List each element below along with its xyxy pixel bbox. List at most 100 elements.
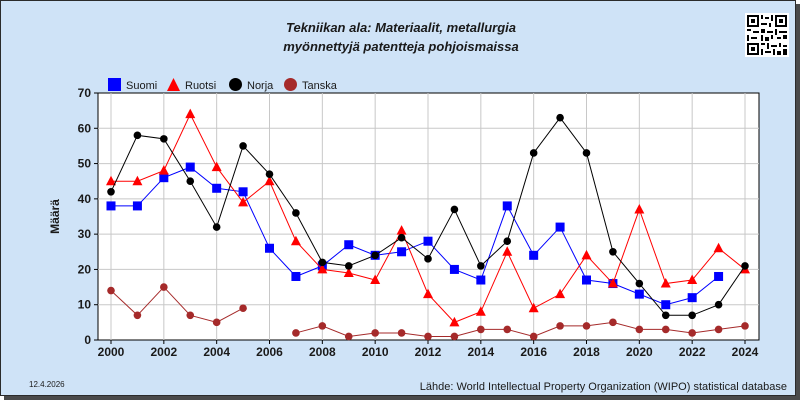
y-tick-label: 10 — [78, 298, 92, 312]
data-point-tanska — [714, 325, 723, 334]
data-point-tanska — [371, 329, 379, 337]
legend: Suomi Ruotsi Norja Tanska — [108, 78, 338, 92]
legend-label-suomi: Suomi — [126, 80, 157, 92]
data-point-tanska — [107, 286, 115, 295]
data-point-norja — [212, 223, 221, 231]
series-ruotsi — [106, 108, 750, 327]
x-tick-label: 2018 — [573, 345, 600, 359]
x-tick-label: 2004 — [203, 345, 230, 359]
y-tick-label: 30 — [78, 227, 92, 241]
data-point-norja — [503, 237, 512, 245]
data-point-ruotsi — [238, 196, 249, 207]
date-stamp: 12.4.2026 — [29, 380, 65, 389]
data-point-norja — [529, 149, 538, 157]
data-point-tanska — [741, 322, 749, 330]
data-point-ruotsi — [343, 267, 354, 277]
data-point-norja — [424, 255, 432, 263]
data-point-suomi — [714, 271, 724, 281]
data-point-ruotsi — [396, 225, 407, 235]
data-point-suomi — [265, 243, 274, 253]
x-tick-label: 2002 — [150, 345, 177, 359]
data-point-ruotsi — [528, 302, 539, 313]
data-point-ruotsi — [211, 161, 222, 172]
data-point-suomi — [397, 247, 407, 257]
data-point-tanska — [212, 318, 221, 327]
data-point-ruotsi — [106, 175, 116, 186]
data-point-ruotsi — [158, 165, 169, 175]
data-point-norja — [239, 142, 247, 150]
y-axis-label: Määrä — [48, 199, 62, 234]
data-point-tanska — [424, 332, 432, 341]
data-point-suomi — [159, 173, 169, 183]
data-point-tanska — [529, 332, 538, 341]
x-tick-label: 2000 — [98, 345, 125, 359]
legend-label-tanska: Tanska — [302, 80, 338, 92]
x-tick-label: 2012 — [415, 345, 442, 359]
data-point-norja — [292, 209, 300, 217]
legend-item-suomi: Suomi — [108, 78, 157, 92]
data-point-suomi — [238, 187, 248, 197]
x-tick-label: 2016 — [520, 345, 547, 359]
x-tick-label: 2010 — [362, 345, 389, 359]
data-point-ruotsi — [634, 203, 645, 214]
data-point-suomi — [185, 162, 195, 172]
data-point-suomi — [106, 201, 116, 211]
data-point-suomi — [132, 201, 142, 211]
data-point-tanska — [397, 329, 406, 337]
data-point-tanska — [582, 322, 591, 330]
line-chart: Suomi Ruotsi Norja Tanska 0 10 20 30 40 50 60 70 2… — [48, 78, 760, 359]
source-note: Lähde: World Intellectual Property Organ… — [419, 381, 787, 393]
data-point-suomi — [582, 275, 591, 285]
data-point-norja — [661, 311, 670, 320]
data-point-suomi — [529, 250, 539, 260]
series-line-tanska — [110, 286, 244, 323]
y-axis: 0 10 20 30 40 50 60 70 — [78, 86, 98, 347]
chart-title: Tekniikan ala: Materiaalit, metallurgia — [286, 20, 516, 35]
data-point-ruotsi — [555, 288, 566, 299]
data-point-tanska — [344, 332, 353, 341]
data-point-tanska — [635, 325, 644, 334]
legend-item-norja: Norja — [229, 78, 274, 92]
y-tick-label: 20 — [78, 262, 92, 276]
legend-label-ruotsi: Ruotsi — [185, 80, 216, 92]
data-point-norja — [397, 233, 406, 242]
legend-label-norja: Norja — [247, 80, 274, 92]
data-point-suomi — [291, 271, 301, 281]
data-point-tanska — [160, 283, 168, 291]
data-point-norja — [344, 262, 353, 270]
data-point-norja — [714, 300, 723, 309]
data-point-ruotsi — [475, 306, 486, 316]
data-point-norja — [160, 135, 168, 143]
data-point-tanska — [661, 325, 670, 334]
data-point-norja — [133, 131, 142, 140]
data-point-suomi — [634, 289, 644, 299]
chart-subtitle: myönnettyjä patentteja pohjoismaissa — [283, 39, 519, 54]
x-tick-label: 2022 — [679, 345, 706, 359]
data-point-norja — [371, 251, 379, 260]
data-point-norja — [186, 177, 195, 186]
data-point-ruotsi — [607, 278, 618, 288]
data-point-suomi — [423, 236, 433, 246]
data-point-ruotsi — [317, 263, 328, 274]
data-point-suomi — [212, 183, 222, 193]
data-point-norja — [318, 258, 327, 267]
legend-swatch-norja — [229, 78, 242, 91]
data-point-norja — [556, 113, 564, 122]
data-point-norja — [609, 247, 617, 256]
data-point-tanska — [477, 325, 485, 334]
series-layer — [106, 108, 750, 341]
data-point-suomi — [502, 201, 512, 211]
legend-item-ruotsi: Ruotsi — [167, 78, 216, 92]
data-point-tanska — [503, 325, 512, 334]
x-axis: 2000 2002 2004 2006 2008 2010 2012 2014 2016 2018… — [98, 340, 759, 359]
x-tick-label: 2008 — [309, 345, 336, 359]
data-point-norja — [582, 149, 591, 157]
data-point-tanska — [556, 322, 564, 330]
y-tick-label: 0 — [84, 333, 91, 347]
series-tanska — [107, 283, 749, 341]
data-point-ruotsi — [132, 175, 143, 186]
data-point-tanska — [292, 329, 300, 337]
data-point-tanska — [239, 304, 247, 313]
data-point-suomi — [476, 275, 486, 285]
